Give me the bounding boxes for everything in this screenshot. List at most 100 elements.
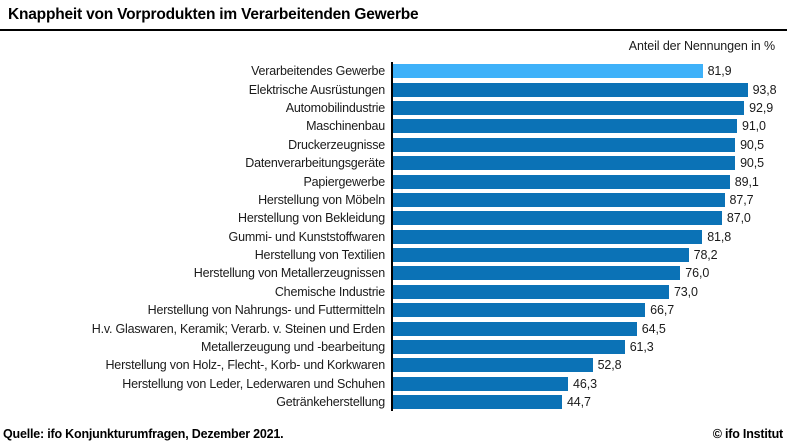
- bar: [393, 358, 593, 373]
- value-label: 64,5: [641, 321, 666, 336]
- bar: [393, 284, 669, 299]
- bar-track: 52,8: [391, 356, 787, 375]
- value-label: 44,7: [566, 395, 591, 410]
- category-label: Herstellung von Nahrungs- und Futtermitt…: [147, 303, 386, 318]
- bar: [393, 248, 689, 263]
- chart-row: Elektrische Ausrüstungen 93,8: [0, 80, 787, 99]
- bar-track: 81,9: [391, 62, 787, 81]
- value-label: 76,0: [685, 266, 710, 281]
- chart-footer: Quelle: ifo Konjunkturumfragen, Dezember…: [0, 427, 787, 441]
- bar-track: 91,0: [391, 117, 787, 136]
- category-label: Chemische Industrie: [274, 284, 385, 299]
- bar-track: 66,7: [391, 301, 787, 320]
- chart-row: Chemische Industrie 73,0: [0, 282, 787, 302]
- bar: [393, 211, 722, 226]
- chart-row: Herstellung von Textilien 78,2: [0, 245, 787, 265]
- bar-track: 92,9: [391, 98, 787, 118]
- bar-track: 93,8: [391, 80, 787, 99]
- copyright-note: © ifo Institut: [712, 427, 783, 441]
- value-label: 73,0: [673, 284, 698, 299]
- category-label: Herstellung von Metallerzeugnissen: [193, 266, 385, 281]
- bar-track: 76,0: [391, 264, 787, 283]
- bar-track: 46,3: [391, 374, 787, 394]
- chart-row: Verarbeitendes Gewerbe 81,9: [0, 62, 787, 81]
- chart-row: H.v. Glaswaren, Keramik; Verarb. v. Stei…: [0, 319, 787, 338]
- bar: [393, 82, 748, 97]
- category-label: Gummi- und Kunststoffwaren: [228, 229, 386, 244]
- chart-row: Papiergewerbe 89,1: [0, 172, 787, 191]
- bar: [393, 321, 637, 336]
- chart-title: Knappheit von Vorprodukten im Verarbeite…: [8, 6, 419, 23]
- value-label: 87,0: [726, 211, 751, 226]
- bar-track: 78,2: [391, 245, 787, 265]
- chart-row: Metallerzeugung und -bearbeitung 61,3: [0, 337, 787, 357]
- bar-track: 81,8: [391, 227, 787, 246]
- category-label: Elektrische Ausrüstungen: [248, 82, 385, 97]
- chart-row: Druckerzeugnisse 90,5: [0, 135, 787, 154]
- category-label: Getränkeherstellung: [276, 395, 385, 410]
- value-label: 87,7: [729, 192, 754, 207]
- bar-track: 87,0: [391, 209, 787, 228]
- chart-row: Herstellung von Metallerzeugnissen 76,0: [0, 264, 787, 283]
- chart-rows: Verarbeitendes Gewerbe 81,9 Elektrische Au…: [0, 62, 787, 412]
- bar-track: 73,0: [391, 282, 787, 302]
- category-label: Herstellung von Möbeln: [258, 192, 385, 207]
- value-label: 61,3: [629, 340, 654, 355]
- bar: [393, 100, 745, 115]
- chart-row: Gummi- und Kunststoffwaren 81,8: [0, 227, 787, 246]
- bar: [393, 174, 730, 189]
- category-label: Metallerzeugung und -bearbeitung: [200, 340, 385, 355]
- chart-row: Herstellung von Holz-, Flecht-, Korb- un…: [0, 356, 787, 375]
- bar-track: 61,3: [391, 337, 787, 357]
- chart-row: Herstellung von Möbeln 87,7: [0, 190, 787, 210]
- bar: [393, 156, 736, 171]
- chart-row: Herstellung von Bekleidung 87,0: [0, 209, 787, 228]
- category-label: Herstellung von Textilien: [254, 248, 385, 263]
- category-label: Herstellung von Leder, Lederwaren und Sc…: [122, 376, 385, 391]
- bar: [393, 395, 562, 410]
- value-label: 66,7: [650, 303, 675, 318]
- value-label: 52,8: [597, 358, 622, 373]
- value-label: 90,5: [740, 137, 765, 152]
- value-label: 89,1: [734, 174, 759, 189]
- category-label: Datenverarbeitungsgeräte: [245, 156, 385, 171]
- chart-row: Datenverarbeitungsgeräte 90,5: [0, 153, 787, 173]
- chart-header: Knappheit von Vorprodukten im Verarbeite…: [0, 0, 787, 31]
- value-label: 93,8: [752, 82, 777, 97]
- bar-track: 90,5: [391, 135, 787, 154]
- category-label: Automobilindustrie: [285, 100, 385, 115]
- chart-row: Herstellung von Nahrungs- und Futtermitt…: [0, 301, 787, 320]
- chart-subtitle: Anteil der Nennungen in %: [628, 39, 775, 53]
- bar: [393, 64, 703, 79]
- bar-track: 90,5: [391, 153, 787, 173]
- bar: [393, 340, 625, 355]
- value-label: 92,9: [749, 100, 774, 115]
- bar: [393, 137, 736, 152]
- category-label: Papiergewerbe: [303, 174, 386, 189]
- value-label: 78,2: [693, 248, 718, 263]
- bar-track: 64,5: [391, 319, 787, 338]
- bar: [393, 119, 737, 134]
- bar: [393, 303, 646, 318]
- bar-track: 89,1: [391, 172, 787, 191]
- value-label: 81,9: [707, 64, 732, 79]
- bar: [393, 266, 681, 281]
- category-label: H.v. Glaswaren, Keramik; Verarb. v. Stei…: [91, 321, 385, 336]
- chart-row: Maschinenbau 91,0: [0, 117, 787, 136]
- bar: [393, 229, 703, 244]
- value-label: 81,8: [707, 229, 732, 244]
- chart-row: Automobilindustrie 92,9: [0, 98, 787, 118]
- bar-track: 87,7: [391, 190, 787, 210]
- category-label: Herstellung von Holz-, Flecht-, Korb- un…: [105, 358, 385, 373]
- chart-row: Herstellung von Leder, Lederwaren und Sc…: [0, 374, 787, 394]
- bar-track: 44,7: [391, 393, 787, 412]
- category-label: Maschinenbau: [306, 119, 385, 134]
- value-label: 46,3: [573, 376, 597, 391]
- value-label: 90,5: [740, 156, 765, 171]
- source-note: Quelle: ifo Konjunkturumfragen, Dezember…: [3, 427, 284, 441]
- chart-row: Getränkeherstellung 44,7: [0, 393, 787, 412]
- bar: [393, 376, 568, 391]
- bar-chart: Verarbeitendes Gewerbe 81,9 Elektrische Au…: [0, 62, 787, 412]
- value-label: 91,0: [741, 119, 766, 134]
